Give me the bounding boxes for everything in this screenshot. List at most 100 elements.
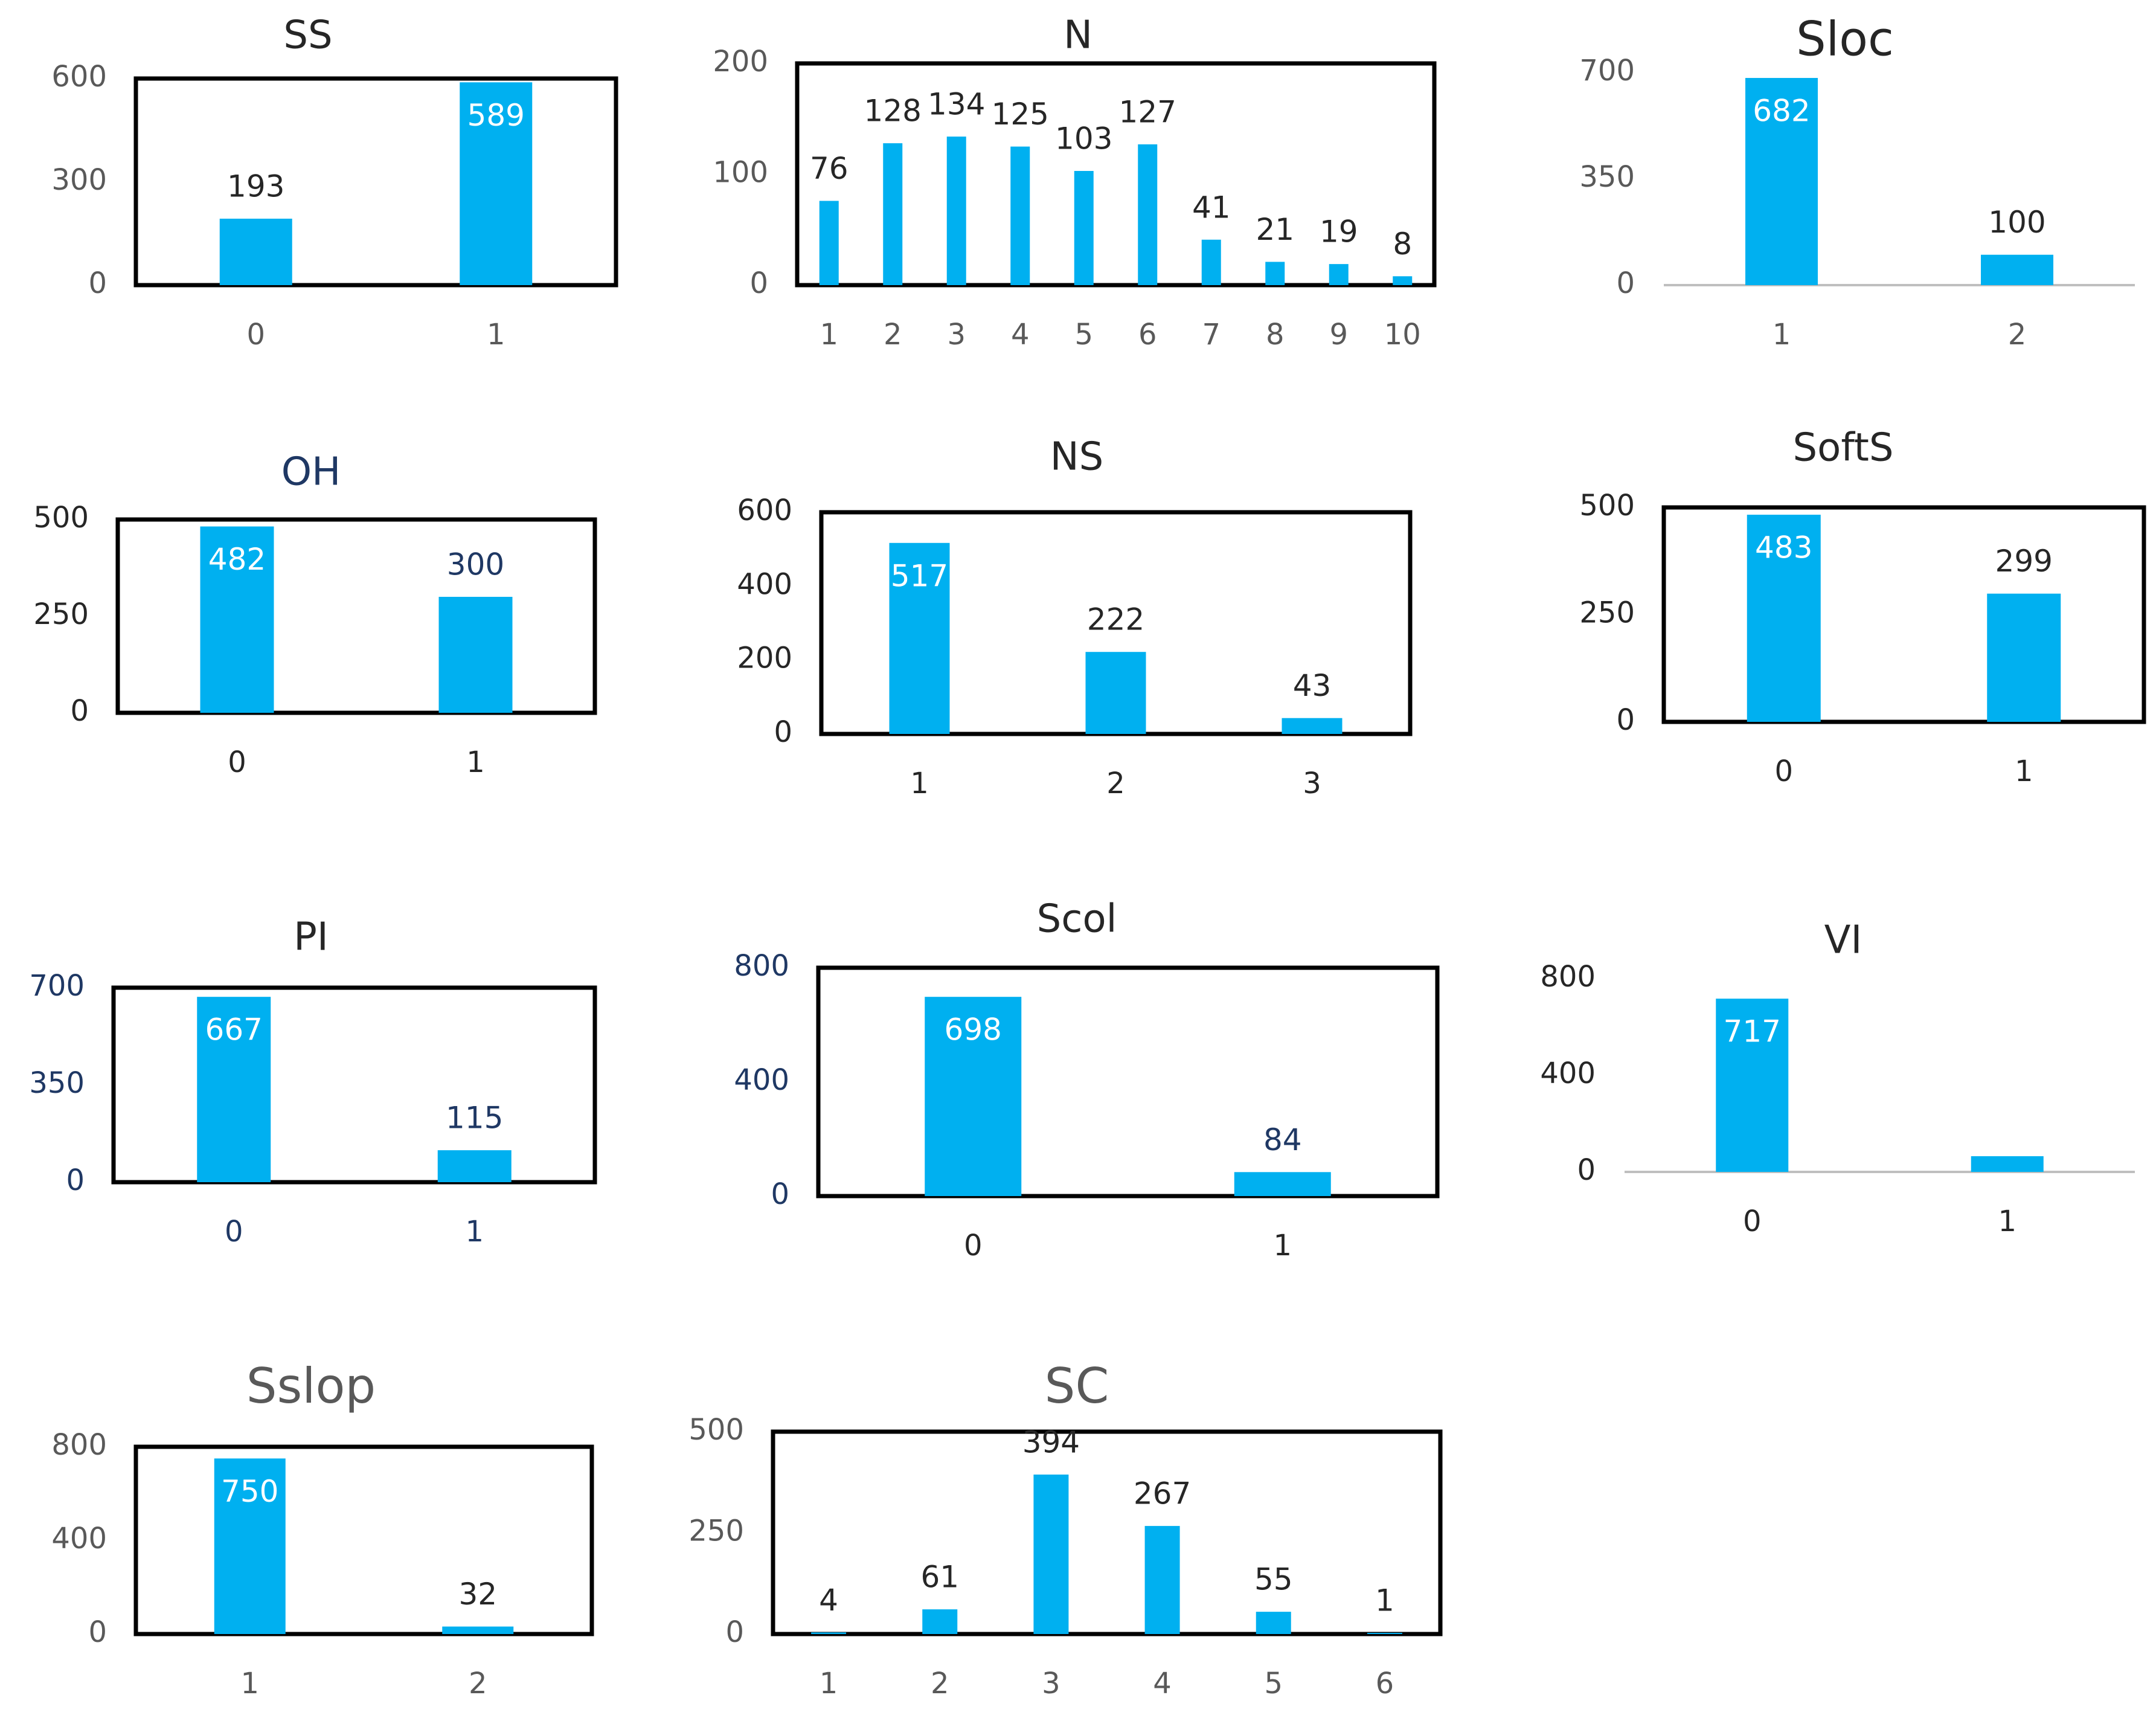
data-label: 103 [1055,121,1112,156]
bar [883,143,903,285]
x-tick-label: 0 [225,1215,243,1249]
data-label: 115 [446,1101,503,1136]
y-tick-label: 350 [1579,160,1635,194]
plot-frame [795,61,1437,288]
x-tick-label: 0 [1774,754,1793,788]
x-tick-label: 1 [820,1667,838,1700]
chart-title: Sslop [246,1358,376,1414]
chart-title: SS [283,13,332,58]
x-tick-label: 6 [1376,1667,1394,1700]
x-tick-label: 8 [1266,318,1285,352]
bar [946,137,966,285]
chart-title: N [1064,13,1092,58]
x-tick-label: 9 [1329,318,1348,352]
data-label: 483 [1755,530,1812,565]
bar [438,597,513,713]
bar [1282,718,1343,734]
data-label: 394 [1022,1425,1080,1460]
y-tick-label: 800 [51,1428,107,1462]
plot-frame [115,517,597,715]
plot-frame [771,1429,1443,1636]
data-label: 698 [945,1012,1002,1047]
bar [442,1626,514,1634]
x-tick-label: 4 [1153,1667,1172,1700]
x-tick-label: 0 [228,745,246,779]
y-tick-label: 200 [713,45,768,79]
x-tick-label: 2 [2008,318,2027,352]
y-tick-label: 0 [1616,266,1635,300]
data-label: 8 [1393,227,1412,262]
y-tick-label: 0 [88,1615,107,1649]
x-tick-label: 5 [1074,318,1093,352]
y-tick-label: 500 [1579,489,1635,523]
x-tick-label: 1 [1773,318,1791,352]
x-tick-label: 5 [1264,1667,1283,1700]
data-label: 299 [1995,544,2053,579]
bar [1971,1156,2044,1172]
chart-vi: VI 0 400 800 717 0 1 [1540,918,2135,1238]
chart-n: N 0 100 200 76 1 128 2 134 3 125 4 103 5 127 6 41 7 21 8 19 9… [713,13,1437,352]
x-tick-label: 2 [469,1667,487,1700]
y-tick-label: 700 [29,969,85,1003]
x-tick-label: 1 [465,1215,484,1249]
x-tick-label: 1 [240,1667,259,1700]
x-tick-label: 2 [884,318,902,352]
x-tick-label: 1 [910,767,929,800]
data-label: 43 [1293,668,1332,703]
bar [1747,515,1821,722]
data-label: 32 [458,1577,497,1612]
bar [1234,1172,1331,1196]
y-tick-label: 400 [737,567,792,601]
bar [197,997,271,1182]
y-tick-label: 400 [51,1522,107,1556]
data-label: 134 [928,87,985,122]
x-tick-label: 1 [1998,1205,2016,1238]
x-tick-label: 2 [931,1667,949,1700]
bar [200,526,274,713]
y-tick-label: 0 [88,266,107,300]
x-tick-label: 1 [466,745,485,779]
x-tick-label: 1 [820,318,838,352]
data-label: 682 [1753,94,1810,129]
chart-pi: PI 0 350 700 667 0 115 1 [29,915,597,1249]
chart-title: Sloc [1796,12,1894,66]
x-tick-label: 1 [1273,1229,1292,1263]
data-label: 19 [1320,214,1358,249]
y-tick-label: 200 [737,642,792,675]
bar [1367,1633,1402,1634]
y-tick-label: 0 [1616,703,1635,737]
data-label: 482 [208,542,266,577]
data-label: 127 [1119,94,1176,129]
y-tick-label: 800 [1540,960,1596,994]
x-tick-label: 1 [487,318,505,352]
bar [1033,1475,1069,1634]
chart-softs: SoftS 0 250 500 483 0 299 1 [1579,426,2146,788]
y-tick-label: 400 [734,1063,789,1097]
y-tick-label: 0 [1577,1153,1596,1187]
x-tick-label: 0 [246,318,265,352]
y-tick-label: 0 [725,1615,744,1649]
x-tick-label: 4 [1011,318,1030,352]
data-label: 517 [891,558,948,593]
y-tick-label: 0 [66,1163,85,1197]
data-label: 128 [864,94,922,129]
data-label: 717 [1724,1014,1781,1049]
bar [1138,144,1158,285]
x-tick-label: 7 [1202,318,1221,352]
bar [922,1609,958,1634]
bar [1329,264,1349,285]
data-label: 100 [1988,205,2045,240]
bar [1010,146,1030,285]
x-tick-label: 3 [947,318,966,352]
chart-title: PI [294,915,328,960]
y-tick-label: 0 [771,1177,789,1211]
bar [1981,254,2053,285]
data-label: 667 [205,1012,263,1047]
data-label: 222 [1087,602,1144,637]
plot-frame [133,1444,594,1636]
y-tick-label: 250 [1579,596,1635,630]
bar [219,218,292,285]
bar [925,997,1022,1196]
